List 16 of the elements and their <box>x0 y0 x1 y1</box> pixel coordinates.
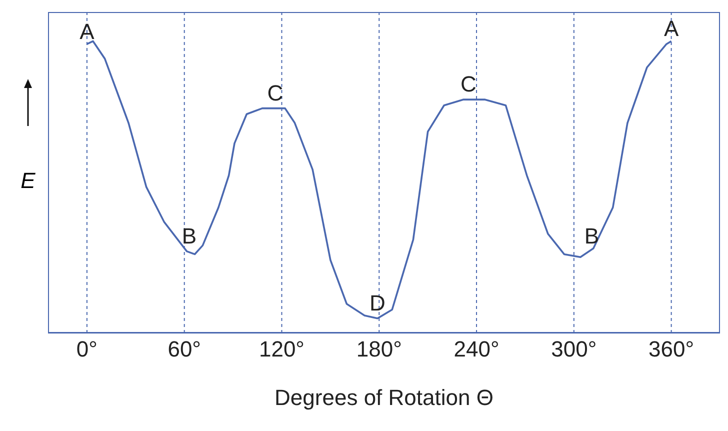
y-axis-title: E <box>20 168 36 194</box>
x-tick-label: 360° <box>648 336 694 362</box>
x-tick-label: 180° <box>356 336 402 362</box>
x-tick-label: 0° <box>76 336 98 362</box>
x-tick-label: 60° <box>168 336 201 362</box>
annotation: B <box>584 223 600 248</box>
x-tick-label: 240° <box>454 336 500 362</box>
annotation: A <box>664 16 679 42</box>
x-tick-label: 300° <box>551 336 597 362</box>
annotation: B <box>182 223 197 248</box>
annotation: C <box>267 80 284 106</box>
x-axis-title: Degrees of Rotation Θ <box>274 385 494 410</box>
annotation: C <box>460 72 476 97</box>
annotation: A <box>80 19 95 44</box>
annotation: D <box>370 290 386 316</box>
x-tick-label: 120° <box>258 336 304 362</box>
